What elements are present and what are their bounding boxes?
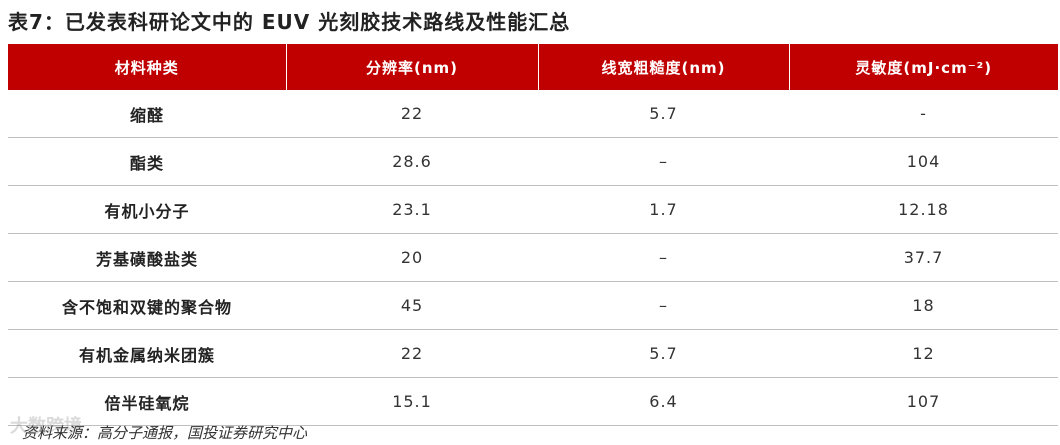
table-cell: 20 xyxy=(286,233,538,282)
table-cell: 缩醛 xyxy=(8,90,286,138)
table-cell: 5.7 xyxy=(538,329,789,378)
table-cell: 5.7 xyxy=(538,90,789,138)
table-cell: 22 xyxy=(286,329,538,378)
table-cell: 有机小分子 xyxy=(8,185,286,234)
table-cell: 含不饱和双键的聚合物 xyxy=(8,281,286,330)
column-header: 灵敏度(mJ·cm⁻²) xyxy=(789,44,1058,90)
table-row: 芳基磺酸盐类 20–37.7 xyxy=(8,233,1058,282)
table-row: 酯类 28.6–104 xyxy=(8,137,1058,186)
table-cell: 104 xyxy=(789,137,1058,186)
table-cell: - xyxy=(789,90,1058,138)
table-cell: 37.7 xyxy=(789,233,1058,282)
table-cell: 22 xyxy=(286,90,538,138)
table-cell: 45 xyxy=(286,281,538,330)
table-cell: 15.1 xyxy=(286,377,538,426)
table-cell: – xyxy=(538,281,789,330)
watermark: 大数跨境 xyxy=(10,416,82,437)
table-cell: 23.1 xyxy=(286,185,538,234)
table-cell: 1.7 xyxy=(538,185,789,234)
table-title: 表7：已发表科研论文中的 EUV 光刻胶技术路线及性能汇总 xyxy=(8,10,571,34)
table-cell: 28.6 xyxy=(286,137,538,186)
table-cell: – xyxy=(538,137,789,186)
table-cell: – xyxy=(538,233,789,282)
table-cell: 有机金属纳米团簇 xyxy=(8,329,286,378)
table: 材料种类 分辨率(nm) 线宽粗糙度(nm) 灵敏度(mJ·cm⁻²) 缩醛 22 5.7… xyxy=(8,44,1058,426)
table-cell: 18 xyxy=(789,281,1058,330)
table-cell: 12 xyxy=(789,329,1058,378)
table-row: 倍半硅氧烷 15.1 6.4 107 xyxy=(8,377,1058,426)
table-cell: 107 xyxy=(789,377,1058,426)
table-body: 缩醛 22 5.7- 酯类 28.6–104 有机小分子 23.1 1.7 12.18 芳基磺酸盐… xyxy=(8,90,1058,426)
table-cell: 倍半硅氧烷 xyxy=(8,377,286,426)
table-row: 有机小分子 23.1 1.7 12.18 xyxy=(8,185,1058,234)
table-row: 含不饱和双键的聚合物 45–18 xyxy=(8,281,1058,330)
source-note: 资料来源：高分子通报，国投证券研究中心 xyxy=(22,424,308,442)
column-header: 分辨率(nm) xyxy=(286,44,539,90)
table-cell: 酯类 xyxy=(8,137,286,186)
table-cell: 6.4 xyxy=(538,377,789,426)
column-header: 线宽粗糙度(nm) xyxy=(538,44,790,90)
table-row: 有机金属纳米团簇 22 5.7 12 xyxy=(8,329,1058,378)
table-cell: 芳基磺酸盐类 xyxy=(8,233,286,282)
table-row: 缩醛 22 5.7- xyxy=(8,90,1058,138)
table-cell: 12.18 xyxy=(789,185,1058,234)
column-header: 材料种类 xyxy=(8,44,287,90)
header-row: 材料种类 分辨率(nm) 线宽粗糙度(nm) 灵敏度(mJ·cm⁻²) xyxy=(8,44,1058,90)
